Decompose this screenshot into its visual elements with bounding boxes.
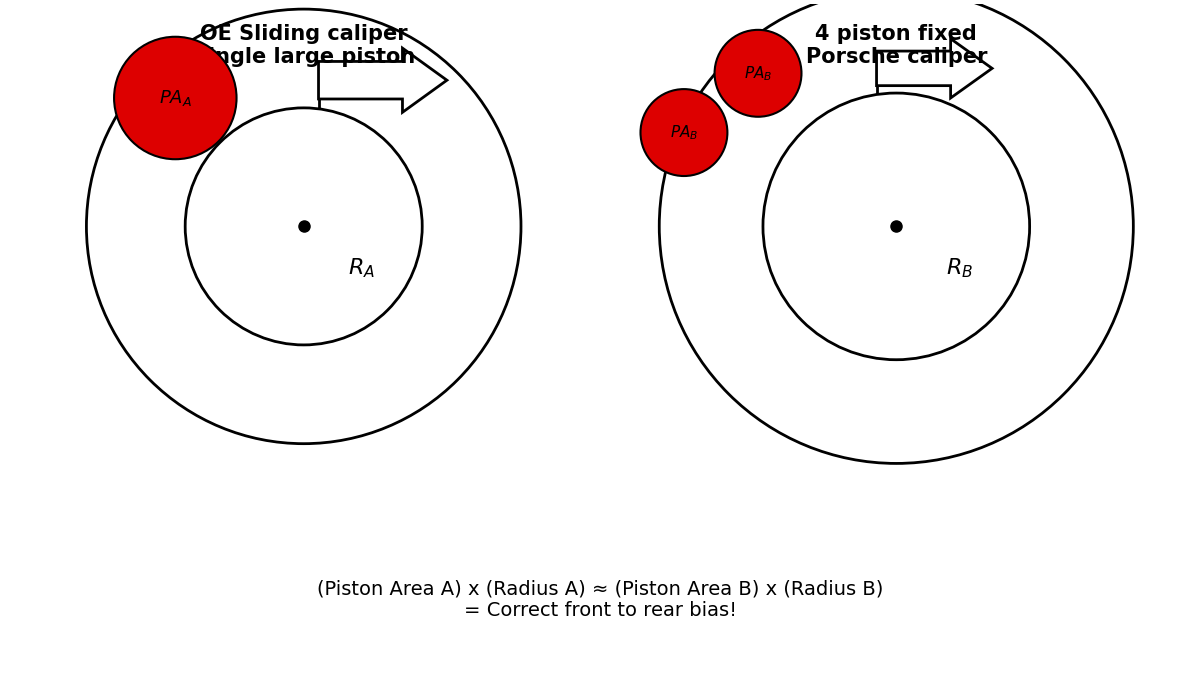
Text: $PA_B$: $PA_B$ (670, 124, 698, 142)
Text: $R_B$: $R_B$ (946, 256, 973, 279)
Polygon shape (876, 38, 992, 98)
Polygon shape (318, 48, 446, 112)
Text: 4 piston fixed
Porsche caliper: 4 piston fixed Porsche caliper (805, 24, 988, 67)
Circle shape (714, 30, 802, 117)
Text: $PA_A$: $PA_A$ (158, 88, 192, 108)
Text: (Piston Area A) x (Radius A) ≈ (Piston Area B) x (Radius B)
= Correct front to r: (Piston Area A) x (Radius A) ≈ (Piston A… (317, 579, 883, 620)
Circle shape (641, 89, 727, 176)
Text: $PA_B$: $PA_B$ (744, 64, 772, 82)
Circle shape (114, 36, 236, 159)
Text: $R_A$: $R_A$ (348, 256, 376, 279)
Text: OE Sliding caliper
Single large piston: OE Sliding caliper Single large piston (192, 24, 415, 67)
